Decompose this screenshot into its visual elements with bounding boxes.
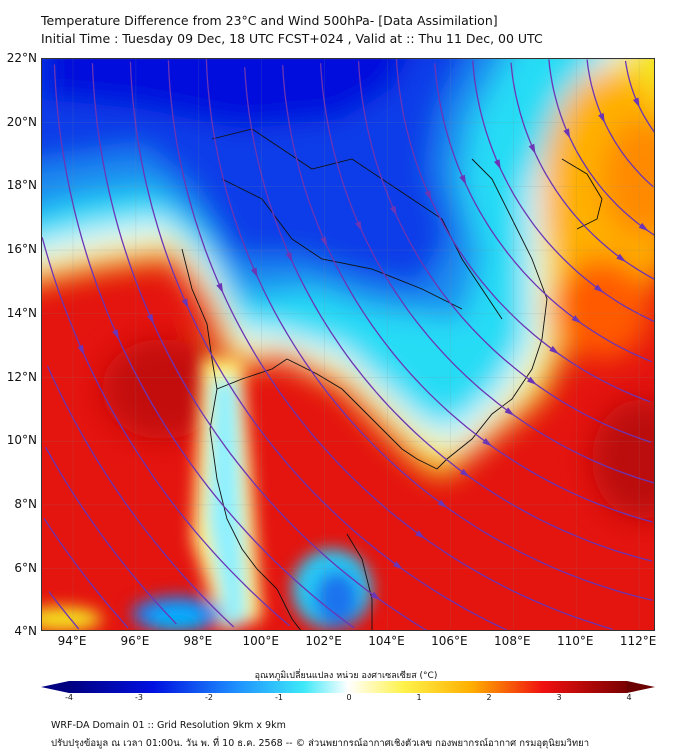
colorbar bbox=[41, 681, 655, 693]
streamline bbox=[395, 59, 651, 403]
lon-tick-label: 96°E bbox=[120, 634, 150, 648]
map-canvas bbox=[42, 59, 654, 630]
graticule bbox=[42, 59, 654, 630]
chart-subtitle: Initial Time : Tuesday 09 Dec, 18 UTC FC… bbox=[41, 31, 543, 46]
lat-tick-label: 14°N bbox=[6, 305, 37, 320]
wind-arrow-icon bbox=[389, 205, 397, 217]
lon-tick-label: 110°E bbox=[556, 634, 594, 648]
lon-tick-label: 102°E bbox=[305, 634, 342, 648]
coastline-borders bbox=[181, 128, 603, 630]
wind-arrow-icon bbox=[526, 376, 537, 385]
wind-arrow-icon bbox=[549, 345, 560, 355]
colorbar-tick-label: 4 bbox=[626, 693, 632, 702]
lat-tick-label: 18°N bbox=[6, 178, 37, 193]
wind-arrow-icon bbox=[355, 221, 362, 232]
streamline bbox=[319, 63, 654, 484]
temperature-wind-map bbox=[41, 58, 655, 631]
wind-arrow-icon bbox=[77, 344, 85, 356]
streamline bbox=[244, 67, 652, 562]
wind-arrow-icon bbox=[482, 438, 493, 447]
wind-arrow-icon bbox=[571, 315, 582, 324]
wind-arrow-icon bbox=[392, 561, 403, 570]
streamline bbox=[129, 61, 507, 630]
lat-tick-label: 16°N bbox=[6, 242, 37, 257]
wind-arrow-icon bbox=[285, 252, 293, 263]
streamline bbox=[167, 60, 613, 630]
wind-arrow-icon bbox=[494, 159, 501, 170]
streamline bbox=[357, 61, 652, 443]
temperature-field bbox=[42, 59, 654, 630]
lat-tick-label: 10°N bbox=[6, 433, 37, 448]
wind-arrow-icon bbox=[459, 174, 467, 186]
streamline bbox=[434, 63, 652, 363]
lat-tick-label: 22°N bbox=[6, 51, 37, 65]
streamline bbox=[510, 62, 654, 280]
lat-tick-label: 4°N bbox=[14, 624, 37, 639]
wind-arrow-icon bbox=[370, 591, 381, 601]
colorbar-tick-label: -1 bbox=[275, 693, 283, 702]
colorbar-tick-label: 1 bbox=[416, 693, 422, 702]
wind-arrow-icon bbox=[415, 530, 426, 539]
footer-model-info: WRF-DA Domain 01 :: Grid Resolution 9km … bbox=[51, 720, 286, 731]
streamline bbox=[43, 517, 129, 629]
colorbar-gradient bbox=[69, 681, 627, 693]
lon-tick-label: 98°E bbox=[183, 634, 213, 648]
lat-tick-label: 20°N bbox=[6, 114, 37, 129]
streamline bbox=[472, 60, 654, 323]
lat-tick-label: 8°N bbox=[14, 496, 37, 511]
wind-arrow-icon bbox=[320, 236, 328, 247]
lon-tick-label: 108°E bbox=[494, 634, 531, 648]
colorbar-tick-label: -4 bbox=[65, 693, 73, 702]
wind-arrow-icon bbox=[504, 407, 515, 416]
streamline bbox=[45, 446, 177, 625]
wind-arrow-icon bbox=[146, 313, 154, 325]
footer-credits: ปรับปรุงข้อมูล ณ เวลา 01:00น. วัน พ. ที่… bbox=[51, 738, 590, 749]
colorbar-title: อุณหภูมิเปลี่ยนแปลง หน่วย องศาเซลเซียส (… bbox=[254, 671, 438, 681]
streamline bbox=[205, 59, 653, 601]
wind-arrow-icon bbox=[598, 112, 605, 124]
lat-tick-label: 12°N bbox=[6, 369, 37, 384]
wind-streamlines bbox=[42, 59, 654, 630]
wind-arrow-icon bbox=[459, 468, 470, 478]
wind-arrow-icon bbox=[424, 190, 432, 201]
streamline bbox=[91, 63, 427, 630]
wind-arrow-icon bbox=[638, 222, 649, 232]
wind-arrow-icon bbox=[437, 499, 448, 508]
streamline bbox=[548, 59, 654, 236]
colorbar-tick-label: 3 bbox=[556, 693, 562, 702]
chart-title: Temperature Difference from 23°C and Win… bbox=[41, 13, 498, 28]
lon-tick-label: 112°E bbox=[619, 634, 657, 648]
streamline bbox=[53, 64, 355, 629]
wind-arrow-icon bbox=[593, 284, 604, 293]
streamline bbox=[48, 591, 80, 630]
colorbar-tick-label: -3 bbox=[135, 693, 143, 702]
wind-arrow-icon bbox=[112, 329, 119, 340]
wind-arrow-icon bbox=[528, 143, 536, 155]
colorbar-tick-label: -2 bbox=[205, 693, 213, 702]
lon-tick-label: 106°E bbox=[431, 634, 468, 648]
colorbar-max-extend bbox=[627, 681, 655, 693]
colorbar-tick-label: 2 bbox=[486, 693, 492, 702]
streamline bbox=[46, 365, 235, 628]
wind-arrow-icon bbox=[181, 298, 189, 309]
lon-tick-label: 94°E bbox=[57, 634, 87, 648]
lon-tick-label: 100°E bbox=[242, 634, 279, 648]
streamline bbox=[586, 59, 654, 188]
streamline bbox=[282, 65, 653, 523]
wind-arrow-icon bbox=[563, 128, 571, 139]
colorbar-tick-label: 0 bbox=[346, 693, 352, 702]
wind-arrow-icon bbox=[632, 97, 640, 108]
colorbar-min-extend bbox=[41, 681, 69, 693]
wind-arrow-icon bbox=[216, 282, 224, 294]
lon-tick-label: 104°E bbox=[368, 634, 405, 648]
wind-arrow-icon bbox=[251, 267, 258, 278]
lat-tick-label: 6°N bbox=[14, 560, 37, 575]
wind-arrow-icon bbox=[616, 253, 627, 263]
